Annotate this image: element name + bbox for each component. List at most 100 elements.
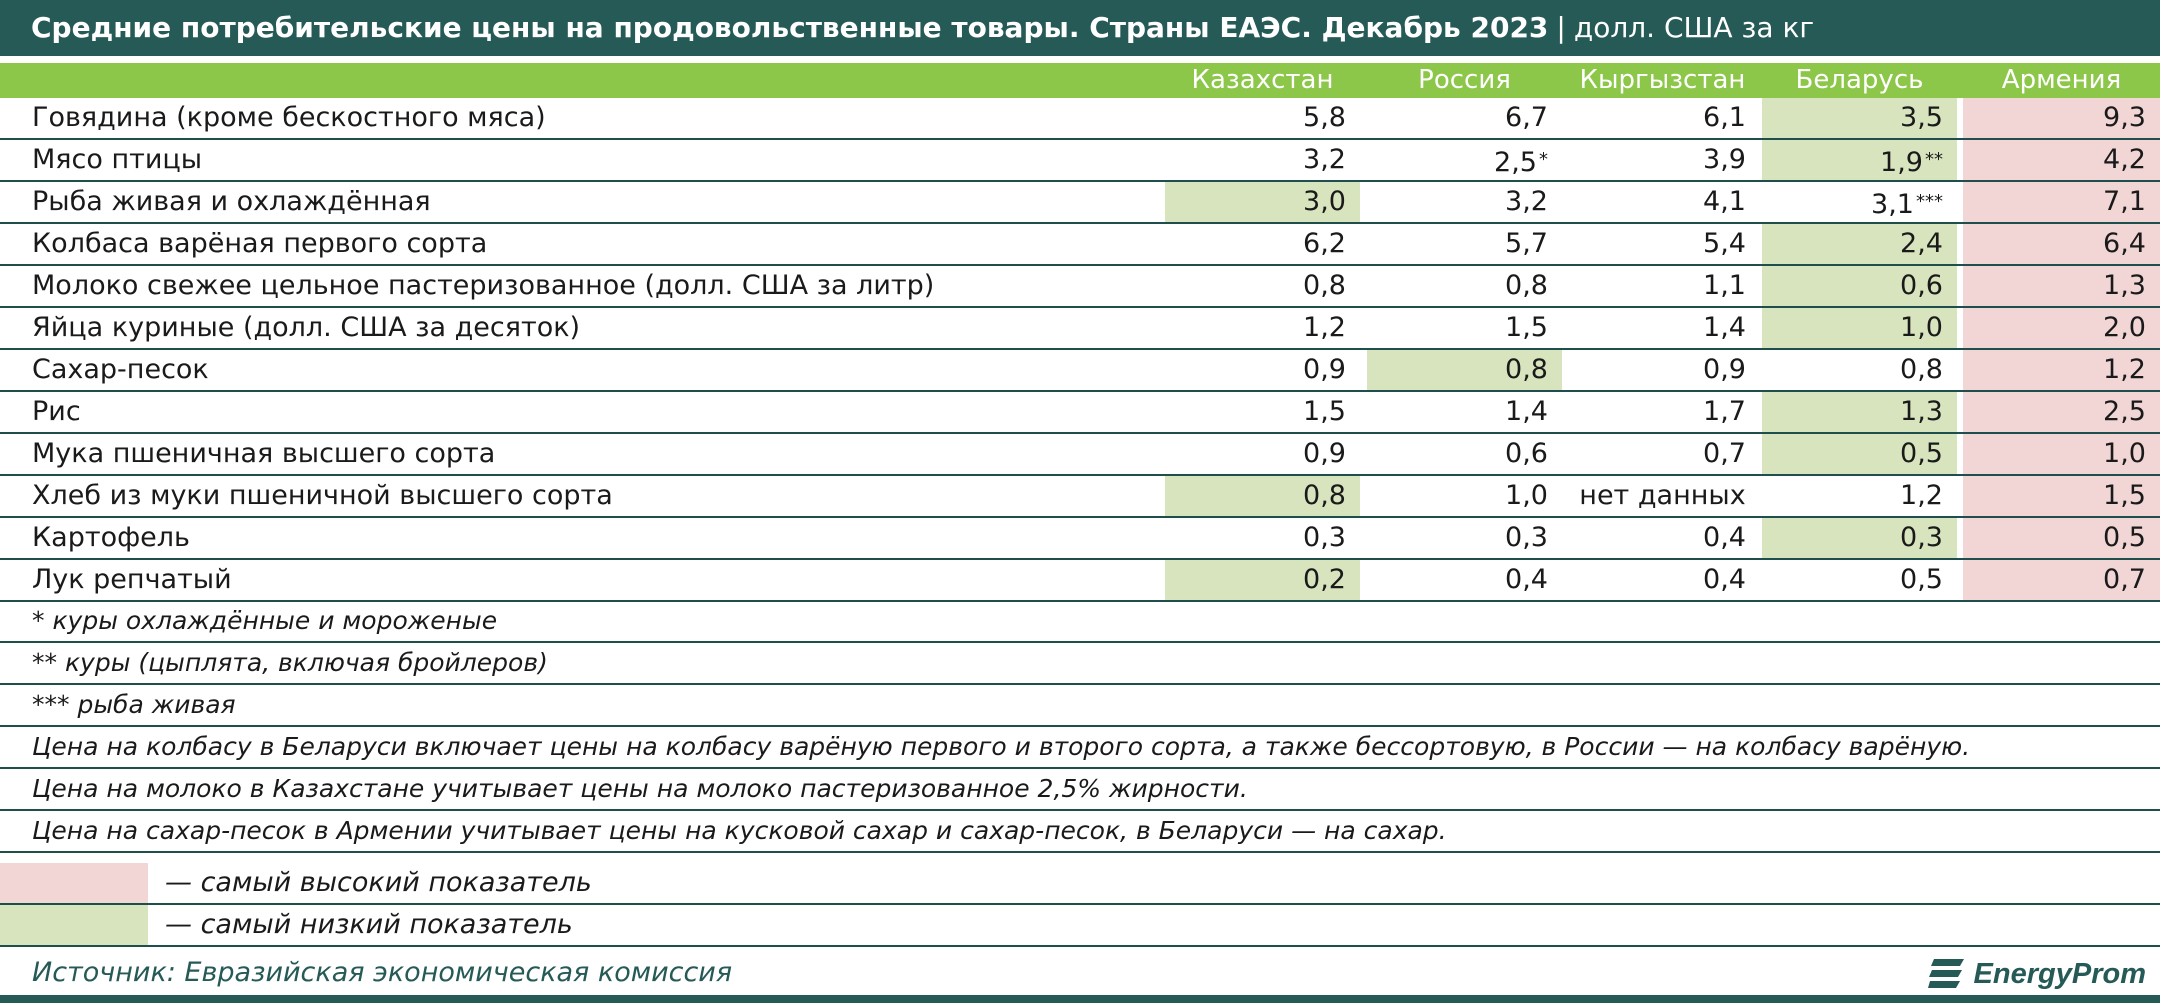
cell-value: 1,2 (2103, 354, 2146, 385)
value-cell: 0,6 (1762, 266, 1957, 306)
value-cell: 1,0 (1367, 476, 1562, 516)
source-text: Источник: Евразийская экономическая коми… (32, 957, 733, 988)
cell-value: 1,3 (2103, 270, 2146, 301)
value-cell: 2,5 (1963, 392, 2160, 432)
energyprom-logo-icon (1927, 959, 1964, 988)
value-cell: 3,2 (1367, 182, 1562, 222)
value-cell: 2,4 (1762, 224, 1957, 264)
cell-value: 0,5 (1900, 438, 1943, 469)
value-cell: 1,5 (1367, 308, 1562, 348)
cell-value: 3,2 (1505, 186, 1548, 217)
value-cell: 0,3 (1367, 518, 1562, 558)
cell-value: 1,3 (1900, 396, 1943, 427)
value-cell: 0,9 (1165, 350, 1360, 390)
value-cell: 1,4 (1565, 308, 1760, 348)
value-cell: 3,5 (1762, 98, 1957, 138)
value-cell: 7,1 (1963, 182, 2160, 222)
cell-value: 0,4 (1505, 564, 1548, 595)
cell-value: 1,5 (1505, 312, 1548, 343)
cell-value: 1,5 (1303, 396, 1346, 427)
table-row: Картофель 0,3 0,3 0,4 0,3 0,5 (0, 518, 2160, 560)
brand-name: EnergyProm (1973, 957, 2146, 990)
footnote-text: *** рыба живая (32, 690, 236, 719)
value-cell: 0,9 (1565, 350, 1760, 390)
legend-highest-swatch (0, 863, 148, 903)
cell-value: 5,8 (1303, 102, 1346, 133)
value-cell: 3,2 (1165, 140, 1360, 180)
value-cell: 0,8 (1367, 350, 1562, 390)
cell-value: 0,3 (1505, 522, 1548, 553)
value-cell: 1,9 ** (1762, 140, 1957, 180)
table-row: Молоко свежее цельное пастеризованное (д… (0, 266, 2160, 308)
cell-value: 1,2 (1900, 480, 1943, 511)
value-cell: 1,0 (1762, 308, 1957, 348)
table-row: Рис 1,5 1,4 1,7 1,3 2,5 (0, 392, 2160, 434)
value-cell: 0,5 (1762, 560, 1957, 600)
cell-value: 1,1 (1703, 270, 1746, 301)
value-cell: 0,8 (1762, 350, 1957, 390)
table-row: Сахар-песок 0,9 0,8 0,9 0,8 1,2 (0, 350, 2160, 392)
footnote-row: Цена на сахар-песок в Армении учитывает … (0, 811, 2160, 853)
cell-value: 3,2 (1303, 144, 1346, 175)
footnote-text: Цена на молоко в Казахстане учитывает це… (32, 774, 1248, 803)
value-cell: 0,8 (1367, 266, 1562, 306)
cell-value: 0,9 (1303, 354, 1346, 385)
footnote-row: Цена на молоко в Казахстане учитывает це… (0, 769, 2160, 811)
value-cell: 0,5 (1963, 518, 2160, 558)
table-row: Мясо птицы 3,2 2,5 * 3,9 1,9 ** 4,2 (0, 140, 2160, 182)
row-label: Мясо птицы (32, 144, 203, 175)
cell-value: 0,8 (1505, 270, 1548, 301)
cell-value: 4,2 (2103, 144, 2146, 175)
cell-value: нет данных (1579, 480, 1746, 511)
cell-value: 4,1 (1703, 186, 1746, 217)
cell-value: 2,0 (2103, 312, 2146, 343)
table-row: Хлеб из муки пшеничной высшего сорта 0,8 1… (0, 476, 2160, 518)
cell-value: 9,3 (2103, 102, 2146, 133)
value-cell: 0,8 (1165, 266, 1360, 306)
value-cell: 1,2 (1963, 350, 2160, 390)
value-cell: 1,3 (1963, 266, 2160, 306)
value-cell: 1,4 (1367, 392, 1562, 432)
cell-value: 0,3 (1303, 522, 1346, 553)
row-label: Яйца куриные (долл. США за десяток) (32, 312, 581, 343)
value-cell: 4,2 (1963, 140, 2160, 180)
legend-lowest-swatch (0, 905, 148, 945)
footnote-mark: * (1539, 149, 1548, 170)
value-cell: 2,5 * (1367, 140, 1562, 180)
cell-value: 6,2 (1303, 228, 1346, 259)
cell-value: 0,7 (2103, 564, 2146, 595)
cell-value: 0,4 (1703, 522, 1746, 553)
cell-value: 0,4 (1703, 564, 1746, 595)
value-cell: 0,4 (1367, 560, 1562, 600)
value-cell: 1,5 (1165, 392, 1360, 432)
value-cell: 6,1 (1565, 98, 1760, 138)
cell-value: 5,7 (1505, 228, 1548, 259)
row-label: Лук репчатый (32, 564, 232, 595)
value-cell: 0,7 (1565, 434, 1760, 474)
cell-value: 1,0 (1900, 312, 1943, 343)
value-cell: 4,1 (1565, 182, 1760, 222)
cell-value: 2,5 (2103, 396, 2146, 427)
table-row: Мука пшеничная высшего сорта 0,9 0,6 0,7 0,5… (0, 434, 2160, 476)
value-cell: 9,3 (1963, 98, 2160, 138)
row-label: Картофель (32, 522, 190, 553)
footnote-mark: *** (1916, 191, 1943, 212)
cell-value: 6,7 (1505, 102, 1548, 133)
cell-value: 3,0 (1303, 186, 1346, 217)
cell-value: 2,4 (1900, 228, 1943, 259)
cell-value: 0,5 (2103, 522, 2146, 553)
row-label: Рис (32, 396, 81, 427)
source-line: Источник: Евразийская экономическая коми… (0, 951, 2160, 995)
footnote-text: ** куры (цыплята, включая бройлеров) (32, 648, 548, 677)
cell-value: 2,5 (1494, 147, 1537, 178)
table-row: Яйца куриные (долл. США за десяток) 1,2 1,… (0, 308, 2160, 350)
column-header: Кыргызстан (1579, 65, 1746, 95)
cell-value: 7,1 (2103, 186, 2146, 217)
page-title: Средние потребительские цены на продовол… (31, 11, 1549, 44)
value-cell: нет данных (1565, 476, 1760, 516)
cell-value: 6,1 (1703, 102, 1746, 133)
cell-value: 3,5 (1900, 102, 1943, 133)
cell-value: 0,7 (1703, 438, 1746, 469)
value-cell: 1,2 (1762, 476, 1957, 516)
